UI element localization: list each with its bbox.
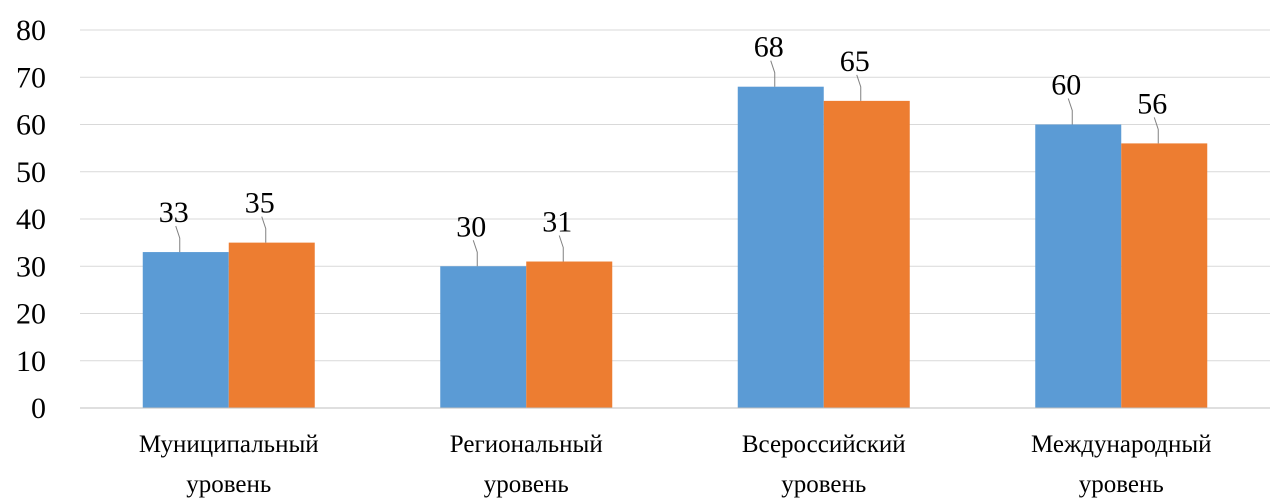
x-axis-ticks: Муниципальный уровень Региональный уровень В…	[139, 431, 1212, 498]
x-tick-label: уровень	[781, 471, 866, 498]
x-tick-label: Региональный	[450, 431, 603, 458]
x-tick-label: уровень	[1079, 471, 1164, 498]
data-label-leader	[175, 225, 181, 253]
data-label-leader	[261, 216, 267, 243]
data-label: 33	[159, 196, 189, 229]
y-tick-label: 40	[16, 203, 46, 236]
data-labels: 33 35 30 31 68 65 60 56	[159, 31, 1167, 267]
data-label-leader	[1067, 98, 1073, 125]
data-label-leader	[770, 60, 776, 87]
data-label: 68	[754, 31, 784, 64]
y-tick-label: 30	[16, 250, 46, 283]
x-tick-label: уровень	[186, 471, 271, 498]
y-tick-label: 50	[16, 156, 46, 189]
bar	[440, 266, 527, 408]
y-tick-label: 20	[16, 298, 46, 331]
data-label: 35	[245, 187, 275, 220]
y-tick-label: 80	[16, 14, 46, 47]
bar	[1121, 143, 1208, 408]
x-tick-label: Всероссийский	[742, 431, 906, 458]
data-label-leader	[472, 240, 478, 267]
data-label-leader	[1153, 117, 1159, 144]
data-label: 56	[1137, 87, 1167, 120]
y-tick-label: 10	[16, 345, 46, 378]
x-tick-label: уровень	[484, 471, 569, 498]
bar	[228, 242, 315, 408]
y-tick-label: 70	[16, 61, 46, 94]
bar	[526, 261, 613, 408]
data-label: 30	[456, 210, 486, 243]
data-label: 65	[840, 45, 870, 78]
bar	[737, 86, 824, 408]
bar	[142, 252, 229, 408]
y-axis-ticks: 0 10 20 30 40 50 60 70 80	[16, 14, 46, 425]
y-tick-label: 60	[16, 109, 46, 142]
data-label-leader	[558, 235, 564, 262]
data-label-leader	[856, 74, 862, 101]
y-tick-label: 0	[31, 392, 46, 425]
data-label: 60	[1051, 69, 1081, 102]
x-tick-label: Муниципальный	[139, 431, 319, 458]
x-tick-label: Международный	[1031, 431, 1212, 458]
bar	[1035, 124, 1122, 408]
bars	[142, 86, 1208, 408]
data-label: 31	[542, 206, 572, 239]
bar	[823, 100, 910, 408]
